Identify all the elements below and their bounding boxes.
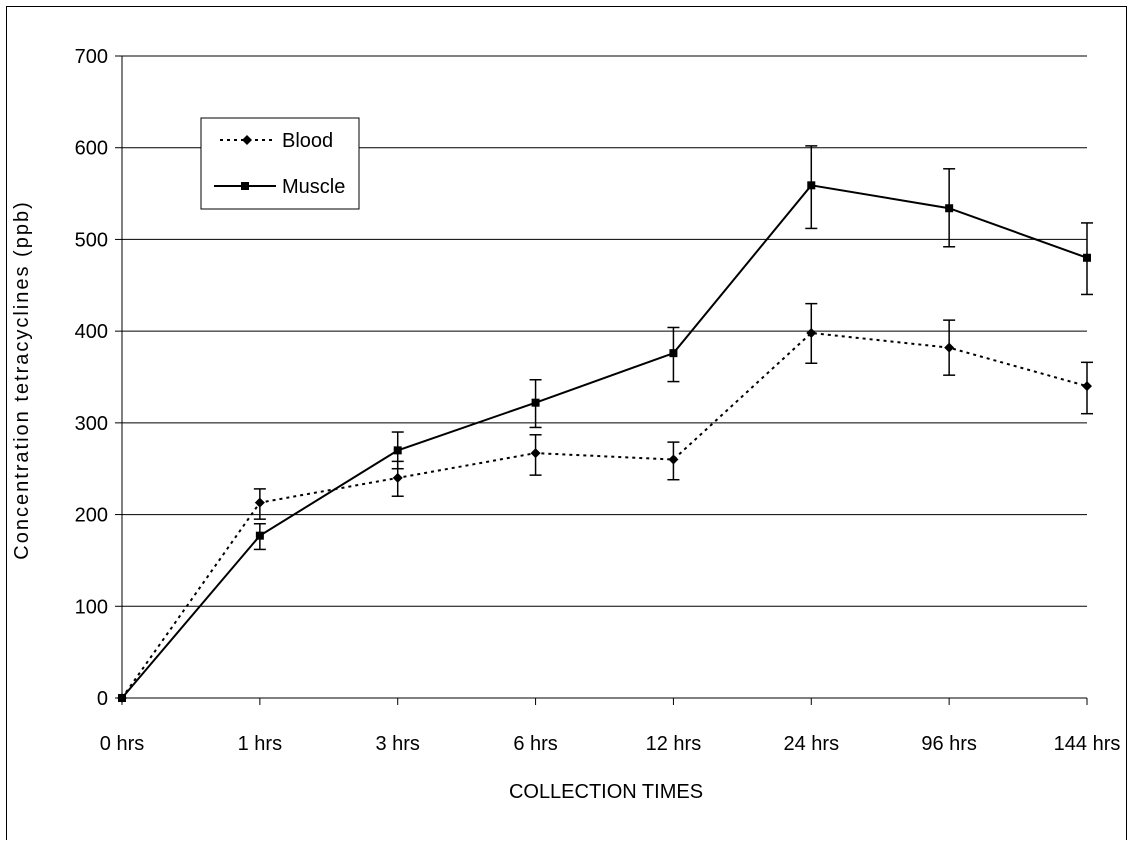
data-point <box>393 446 402 455</box>
data-point <box>669 349 678 358</box>
x-axis-title: COLLECTION TIMES <box>509 781 703 803</box>
legend-blood-label: Blood <box>282 130 333 152</box>
data-point <box>255 531 264 540</box>
data-point <box>392 472 403 483</box>
data-point <box>531 398 540 407</box>
chart-frame <box>6 6 1127 840</box>
series-blood <box>117 302 1093 703</box>
data-point <box>944 342 955 353</box>
data-point <box>118 694 126 702</box>
data-point <box>807 181 816 190</box>
data-point <box>1082 381 1092 392</box>
legend-box <box>200 117 360 210</box>
series-line <box>121 184 1088 699</box>
x-tick-label: 6 hrs <box>513 733 557 755</box>
legend-muscle-label: Muscle <box>282 176 345 198</box>
data-point <box>668 454 679 465</box>
axes <box>115 55 1088 705</box>
x-tick-label: 1 hrs <box>238 733 282 755</box>
x-tick-label: 3 hrs <box>375 733 419 755</box>
legend: Blood Muscle <box>200 117 360 210</box>
y-axis-title: Concentration tetracyclines (ppb) <box>11 200 33 559</box>
y-tick-label: 0 <box>97 688 108 710</box>
legend-blood-marker <box>242 135 252 145</box>
x-tick-label: 12 hrs <box>646 733 702 755</box>
x-tick-label: 96 hrs <box>921 733 977 755</box>
data-point <box>945 204 954 213</box>
data-point <box>530 448 541 459</box>
y-tick-label: 600 <box>75 138 108 160</box>
y-tick-label: 300 <box>75 413 108 435</box>
data-point <box>1083 253 1091 262</box>
tick-labels: 0 100 200 300 400 500 600 700 0 hrs 1 hrs 3 hrs 6 h… <box>75 46 1121 755</box>
series-line <box>121 331 1088 699</box>
x-tick-label: 24 hrs <box>783 733 839 755</box>
data-point <box>806 327 817 338</box>
y-tick-label: 100 <box>75 596 108 618</box>
series-group <box>117 145 1093 703</box>
data-point <box>254 497 265 508</box>
x-tick-label: 0 hrs <box>100 733 144 755</box>
series-muscle <box>118 145 1093 702</box>
y-tick-label: 500 <box>75 229 108 251</box>
legend-muscle-marker <box>241 182 249 190</box>
y-tick-label: 700 <box>75 46 108 68</box>
y-tick-label: 400 <box>75 321 108 343</box>
x-tick-label: 144 hrs <box>1054 733 1121 755</box>
y-tick-label: 200 <box>75 505 108 527</box>
